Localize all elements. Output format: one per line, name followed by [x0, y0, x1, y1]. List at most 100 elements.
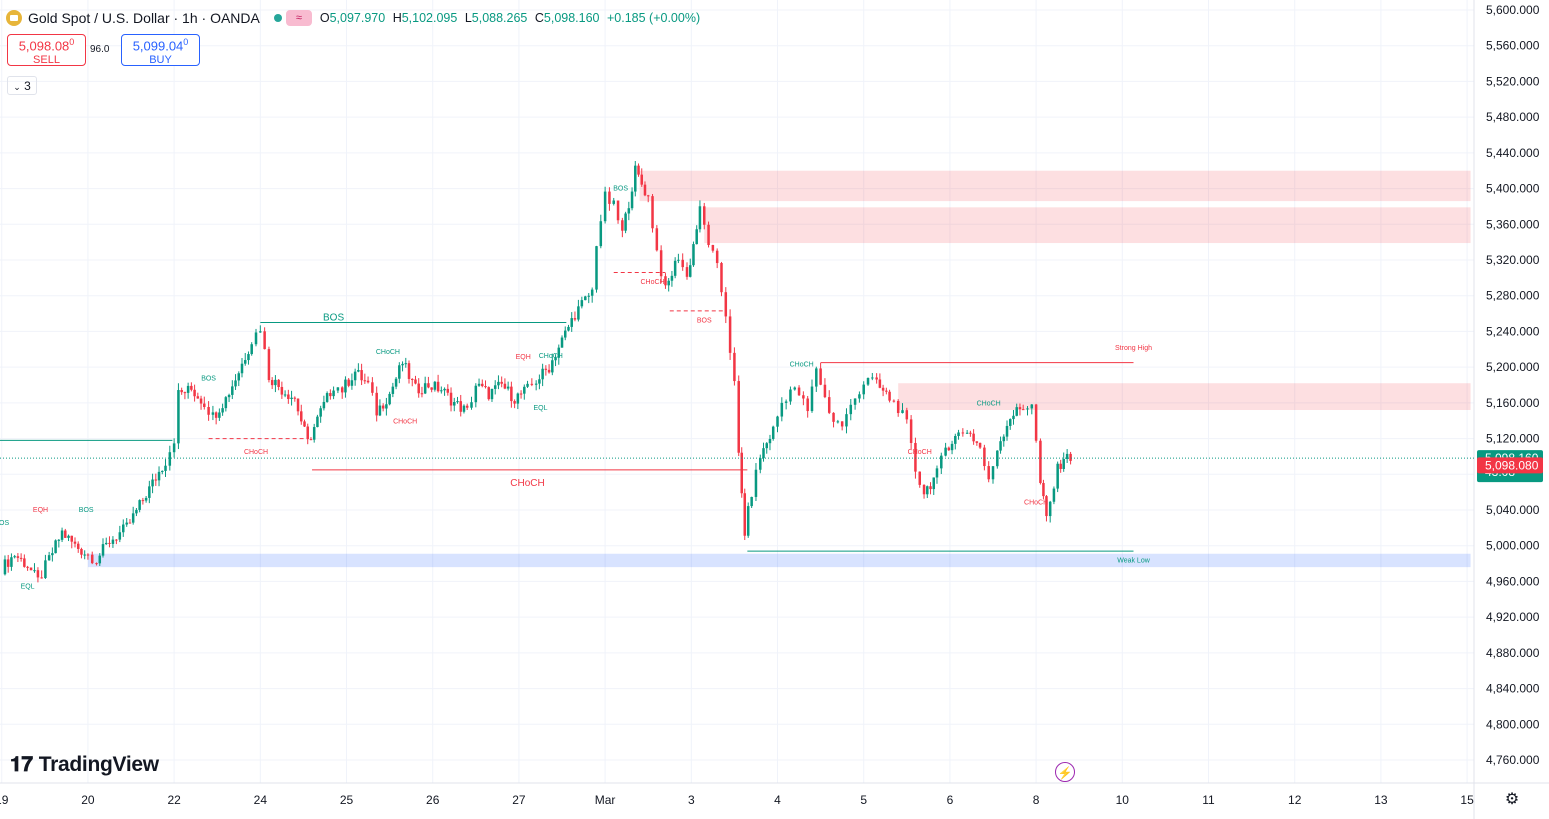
close-label: C — [534, 11, 544, 25]
market-open-icon — [273, 14, 282, 22]
bid-price-tag — [1477, 457, 1543, 474]
candle-body — [259, 331, 262, 333]
candle-body — [1062, 459, 1065, 469]
candle-body — [322, 401, 326, 409]
candle-body — [541, 368, 544, 380]
candle-body — [836, 421, 840, 423]
candle-body — [60, 530, 64, 540]
candle-body — [263, 331, 266, 350]
settings-icon[interactable]: ⚙ — [1504, 791, 1520, 808]
annotation-label: EQH — [516, 354, 531, 361]
candle-body — [312, 427, 316, 440]
bid-price-text: 5,098.080 — [1485, 458, 1539, 472]
candle-body — [762, 448, 765, 459]
candle-body — [417, 383, 420, 394]
candle-body — [823, 384, 827, 398]
close-value: 5,098.160 — [543, 11, 600, 25]
annotation-label: BOS — [697, 318, 712, 325]
candle-body — [1012, 415, 1015, 420]
candle-body — [630, 191, 634, 209]
candle-body — [655, 228, 659, 251]
candle-body — [303, 421, 306, 427]
tradingview-icon: 𝟏𝟕 — [10, 753, 33, 776]
candle-body — [16, 556, 20, 558]
candle-body — [845, 414, 848, 427]
candle-body — [510, 386, 513, 402]
candle-body — [344, 379, 347, 393]
candle-body — [180, 390, 183, 393]
price-tick-label: 5,160.000 — [1486, 396, 1540, 410]
time-tick-label: Mar — [595, 793, 616, 807]
candle-body — [759, 458, 762, 470]
candle-body — [999, 441, 1002, 451]
candle-body — [500, 381, 503, 384]
candle-body — [534, 383, 538, 385]
candle-body — [227, 394, 231, 398]
candle-body — [975, 441, 979, 443]
high-label: H — [392, 11, 402, 25]
buy-button[interactable]: 5,099.040 BUY — [121, 34, 200, 66]
candle-body — [247, 354, 250, 361]
price-tick-label: 5,480.000 — [1486, 110, 1540, 124]
candle-body — [819, 368, 822, 385]
candle-body — [141, 500, 145, 502]
time-tick-label: 20 — [81, 793, 95, 807]
candle-body — [83, 554, 86, 556]
candle-body — [101, 544, 105, 556]
candle-body — [875, 377, 878, 380]
buy-price: 5,099.04 — [132, 38, 184, 54]
candle-body — [667, 280, 670, 286]
candle-body — [567, 326, 570, 331]
candle-body — [283, 394, 287, 396]
candle-body — [453, 402, 456, 406]
lot-size-dropdown[interactable]: ⌄ 3 — [7, 76, 37, 95]
annotation-label: BOS — [323, 313, 344, 324]
candle-body — [878, 379, 882, 388]
price-tick-label: 5,200.000 — [1486, 360, 1540, 374]
candle-body — [950, 443, 954, 451]
candle-body — [969, 432, 972, 434]
candle-body — [477, 383, 481, 386]
tradingview-logo[interactable]: 𝟏𝟕 TradingView — [10, 753, 159, 777]
candle-body — [580, 300, 584, 307]
candle-body — [487, 387, 491, 400]
candle-body — [474, 385, 478, 403]
buy-label: BUY — [149, 54, 172, 67]
candle-body — [128, 522, 132, 524]
candle-body — [519, 393, 523, 395]
candle-body — [810, 386, 814, 412]
annotation-label: Weak Low — [1117, 558, 1150, 565]
candle-body — [254, 332, 258, 345]
candle-body — [234, 380, 237, 387]
flash-icon[interactable]: ⚡ — [1055, 762, 1075, 782]
candle-body — [316, 416, 319, 428]
candle-body — [643, 184, 647, 196]
candle-body — [789, 389, 792, 402]
candle-body — [183, 392, 187, 394]
candle-body — [909, 419, 913, 443]
candle-body — [1030, 404, 1034, 409]
candle-body — [621, 220, 624, 231]
sell-button[interactable]: 5,098.080 SELL — [7, 34, 86, 66]
candle-body — [651, 196, 654, 229]
compare-icon[interactable]: ≈ — [285, 10, 312, 26]
candle-body — [186, 385, 190, 393]
candle-body — [616, 200, 620, 221]
candle-body — [250, 344, 253, 355]
candle-body — [26, 566, 29, 568]
brand-name: TradingView — [38, 753, 159, 776]
candle-body — [357, 370, 360, 372]
candle-body — [957, 432, 960, 436]
candle-body — [681, 259, 684, 268]
annotation-label: CHoCH — [376, 349, 400, 356]
candle-body — [104, 542, 108, 545]
candle-body — [193, 389, 196, 397]
candle-body — [51, 553, 54, 556]
candle-body — [862, 384, 865, 395]
candle-body — [935, 468, 939, 478]
symbol-title[interactable]: Gold Spot / U.S. Dollar · 1h · OANDA — [28, 10, 260, 26]
candle-body — [954, 435, 957, 444]
candle-body — [407, 363, 411, 379]
candle-body — [456, 401, 459, 403]
